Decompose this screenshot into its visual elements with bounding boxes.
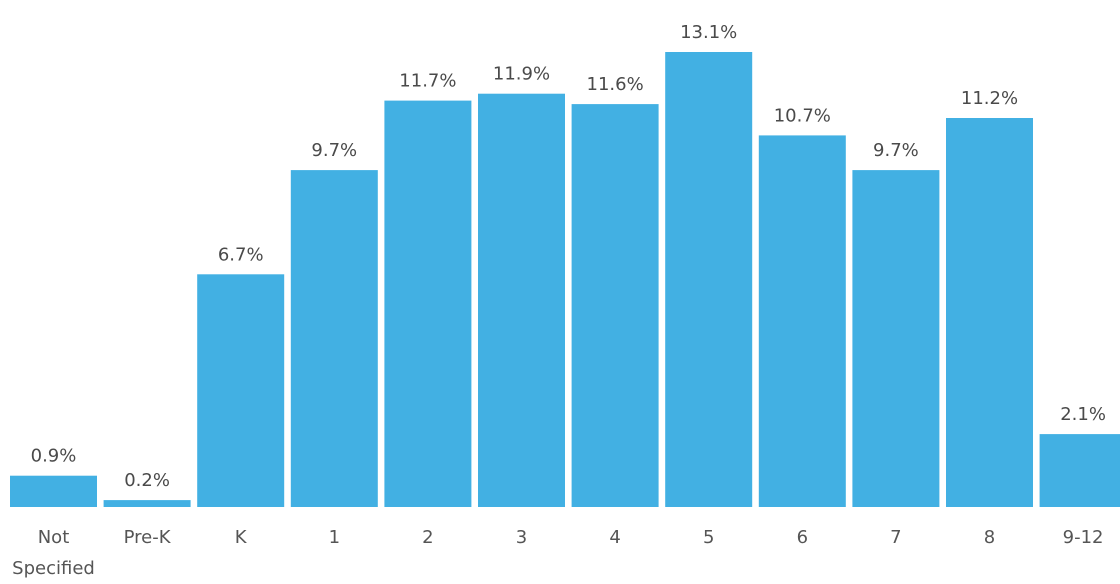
bar: [852, 170, 940, 507]
category-label: 5: [703, 527, 714, 548]
bar-value-label: 11.6%: [587, 74, 644, 95]
category-label: 6: [797, 527, 808, 548]
category-label: 1: [329, 527, 340, 548]
category-label: 8: [984, 527, 995, 548]
bar: [758, 135, 846, 507]
bar-value-label: 11.2%: [961, 88, 1018, 109]
category-label: 3: [516, 527, 527, 548]
bar-value-label: 0.2%: [124, 470, 170, 491]
bar: [665, 52, 753, 507]
bar-value-label: 11.7%: [399, 71, 456, 92]
category-label: Not Specified: [12, 527, 95, 579]
bar: [571, 104, 659, 507]
bar: [10, 475, 97, 507]
bar-value-label: 11.9%: [493, 64, 550, 85]
value-labels-group: 0.9% 0.2% 6.7% 9.7% 11.7% 11.9% 11.6% 13.1% 10.7…: [31, 22, 1106, 491]
bar-value-label: 9.7%: [873, 140, 919, 161]
bar: [384, 100, 472, 507]
category-label: 7: [890, 527, 901, 548]
bar: [1039, 434, 1120, 507]
category-label: K: [235, 527, 248, 548]
bar: [197, 274, 285, 507]
bar-value-label: 2.1%: [1060, 404, 1106, 425]
bar-value-label: 0.9%: [31, 446, 77, 467]
bar: [478, 93, 565, 507]
category-labels-group: Not Specified Pre-K K 1 2 3 4 5 6 7 8 9-12: [12, 527, 1103, 579]
category-label: 9-12: [1063, 527, 1104, 548]
category-label: 4: [609, 527, 620, 548]
bar-value-label: 13.1%: [680, 22, 737, 43]
bar: [290, 170, 378, 507]
bar: [946, 118, 1033, 507]
category-label: Pre-K: [124, 527, 172, 548]
bar-value-label: 6.7%: [218, 244, 264, 265]
bars-group: [10, 52, 1120, 507]
bar-value-label: 10.7%: [774, 105, 831, 126]
category-label: 2: [422, 527, 433, 548]
bar-value-label: 9.7%: [311, 140, 357, 161]
bar: [103, 500, 191, 507]
